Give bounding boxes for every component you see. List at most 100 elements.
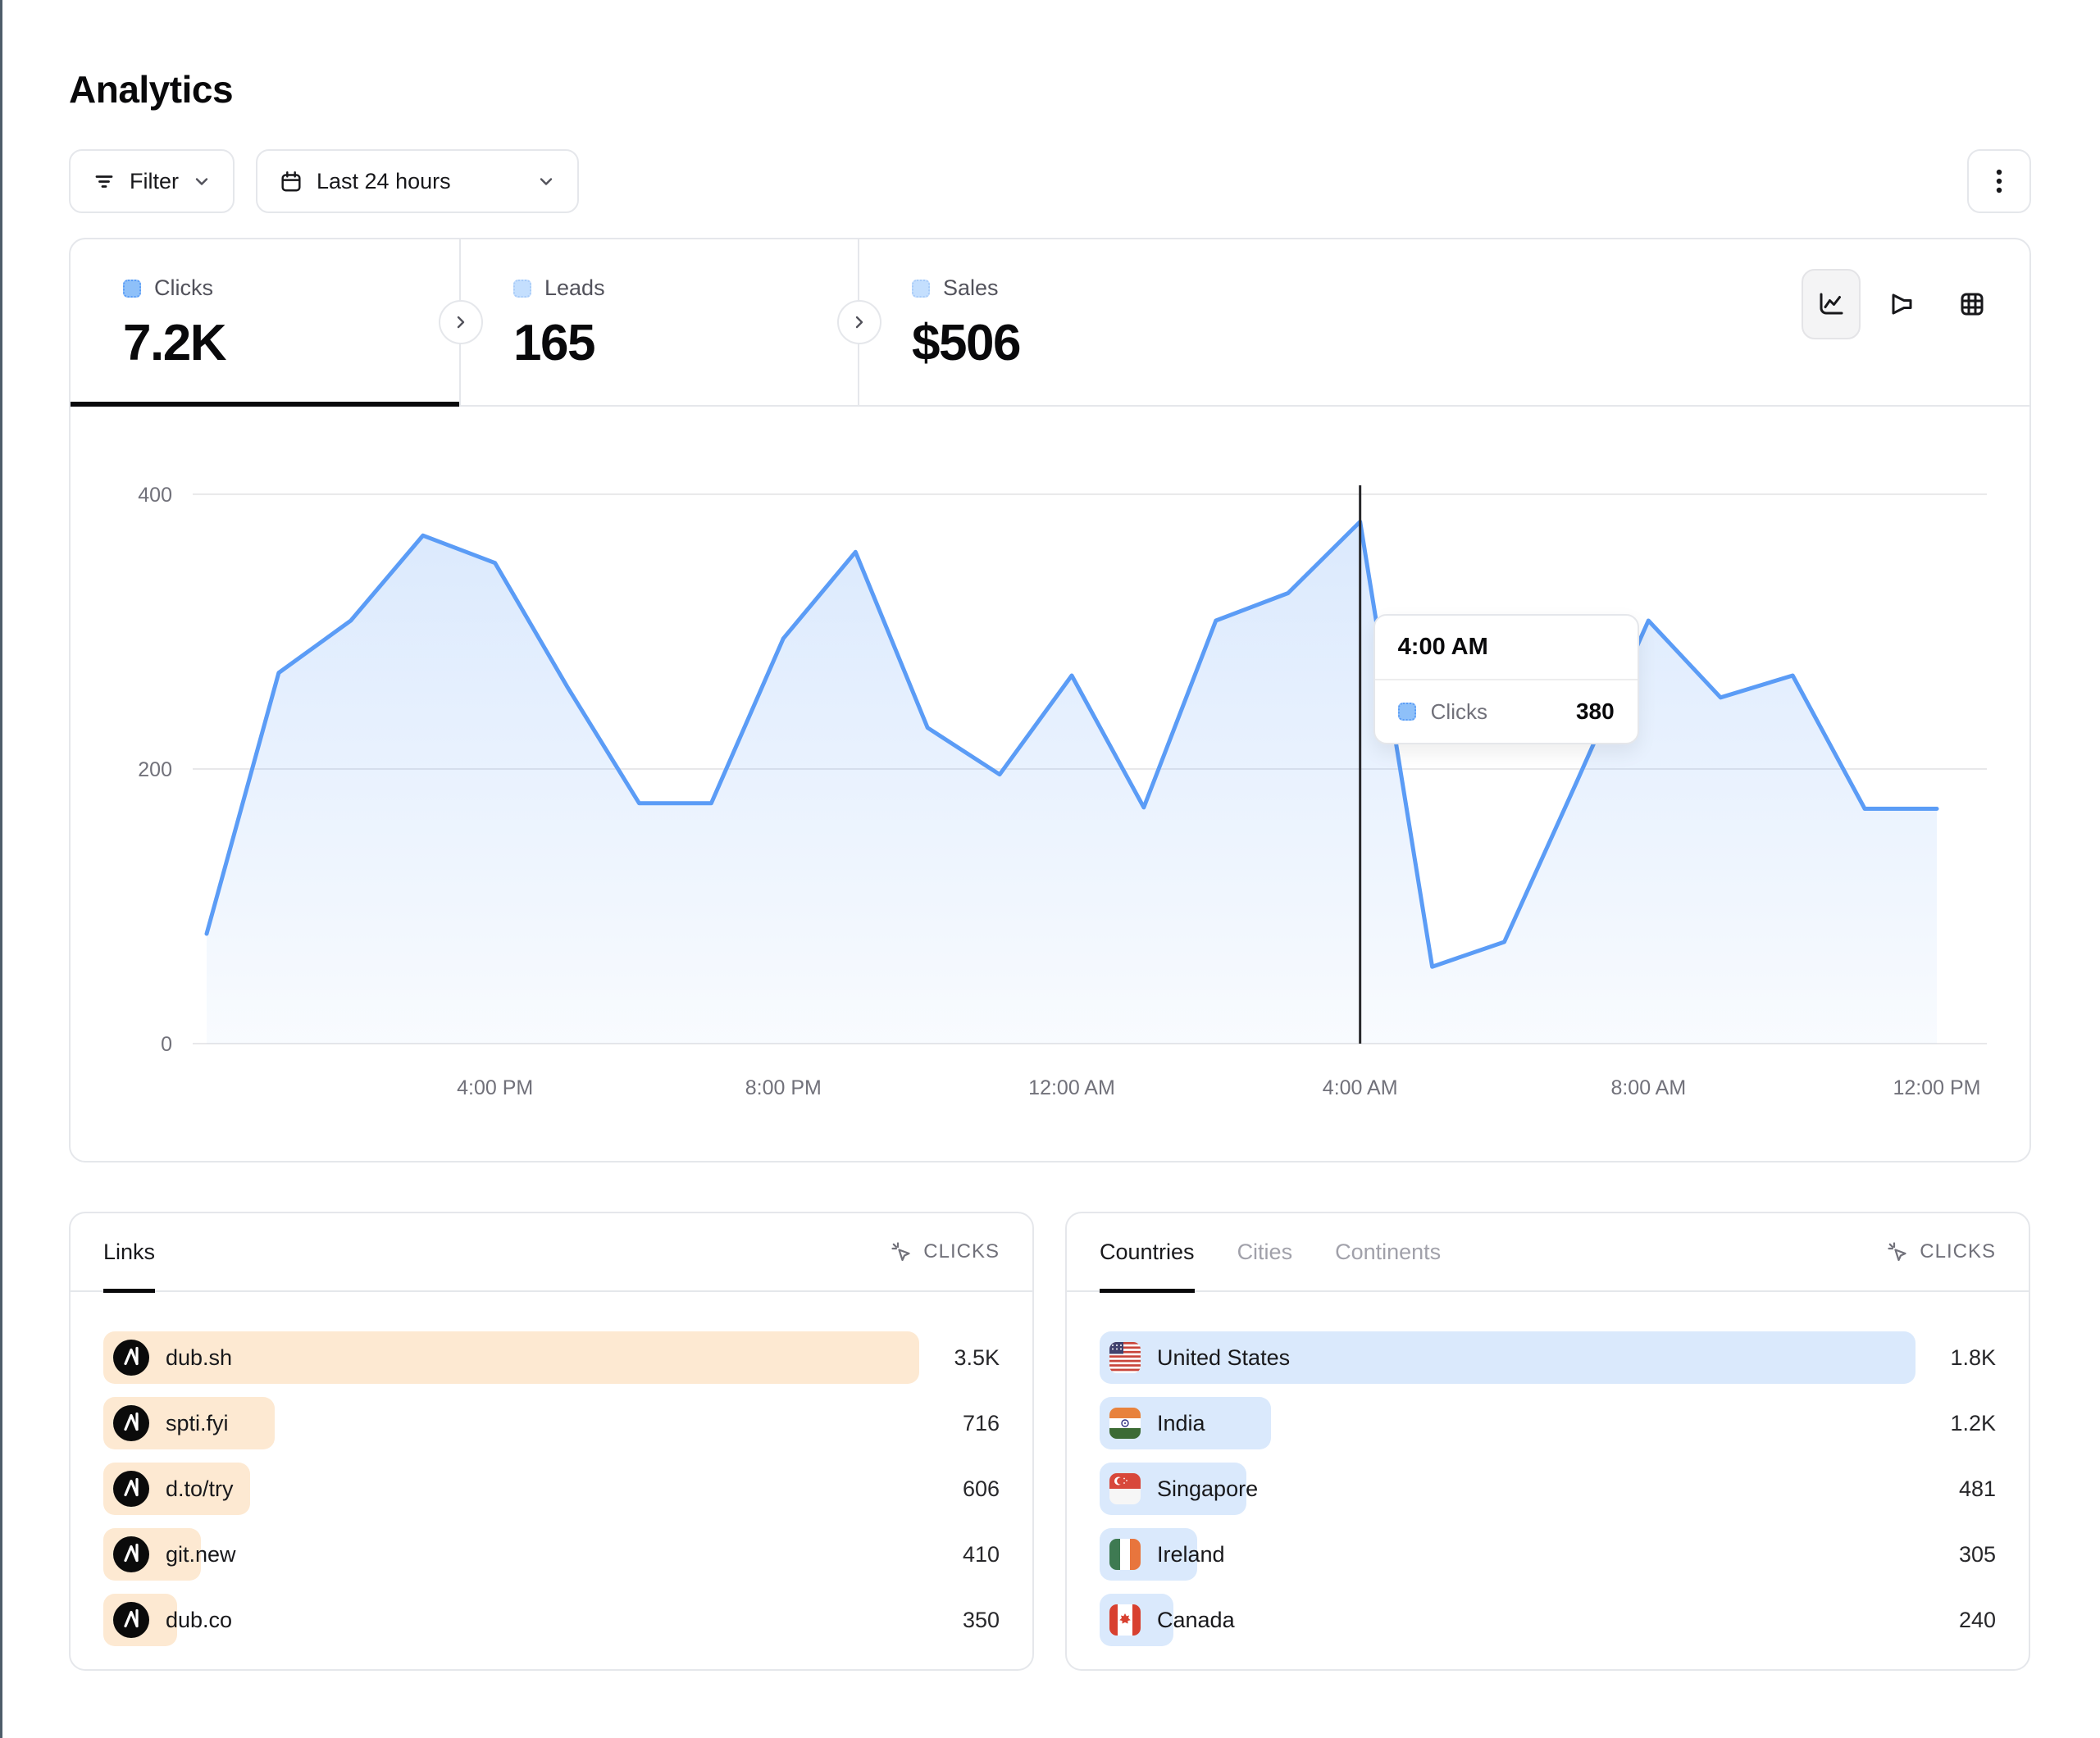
clicks-value: 7.2K [123, 315, 226, 371]
item-label: Singapore [1157, 1476, 1259, 1501]
leads-label: Leads [544, 275, 605, 300]
ie-flag-icon [1109, 1539, 1141, 1570]
date-range-label: Last 24 hours [317, 168, 451, 193]
clicks-legend-swatch [123, 279, 141, 298]
item-label: India [1157, 1410, 1205, 1435]
list-item[interactable]: dub.sh 3.5K [103, 1331, 1000, 1384]
item-label: git.new [166, 1541, 236, 1567]
window-edge [0, 0, 2, 1738]
us-flag-icon [1109, 1342, 1141, 1373]
tooltip-series-swatch [1397, 703, 1416, 721]
ca-flag-icon [1109, 1604, 1141, 1636]
item-value: 410 [962, 1541, 1000, 1567]
table-view-toggle[interactable] [1943, 269, 2002, 339]
line-chart-icon [1820, 293, 1843, 315]
dub-logo-icon [113, 1405, 149, 1441]
svg-text:12:00 PM: 12:00 PM [1893, 1076, 1980, 1099]
funnel-chart-icon [1892, 293, 1912, 315]
cursor-click-icon [1888, 1242, 1906, 1262]
analytics-page: Analytics Filter Last 24 hours Clicks 7.… [69, 68, 2031, 1671]
svg-text:200: 200 [138, 758, 172, 781]
clicks-label: Clicks [154, 275, 213, 300]
countries-metric-header: CLICKS [1885, 1240, 1996, 1264]
leads-value: 165 [513, 315, 595, 371]
list-item[interactable]: United States 1.8K [1100, 1331, 1996, 1384]
item-value: 240 [1958, 1607, 1996, 1632]
chevron-down-icon [195, 178, 208, 185]
item-label: Canada [1157, 1607, 1235, 1632]
svg-text:0: 0 [161, 1033, 172, 1056]
value-bar [1100, 1331, 1916, 1384]
item-value: 481 [1958, 1476, 1996, 1501]
chart-tooltip: 4:00 AM Clicks 380 [1373, 614, 1639, 744]
item-value: 1.2K [1950, 1410, 1996, 1435]
tab-clicks[interactable]: Clicks 7.2K [71, 239, 461, 407]
item-label: dub.co [166, 1607, 233, 1632]
next-metric-button[interactable] [439, 300, 483, 344]
list-item[interactable]: Singapore 481 [1100, 1463, 1996, 1515]
item-value: 305 [1958, 1541, 1996, 1567]
countries-panel: Countries Cities Continents CLICKS Unite… [1065, 1212, 2030, 1671]
tooltip-time: 4:00 AM [1374, 616, 1638, 680]
dub-logo-icon [113, 1602, 149, 1638]
svg-text:400: 400 [138, 484, 172, 507]
filter-icon [95, 175, 113, 188]
item-value: 350 [962, 1607, 1000, 1632]
leads-legend-swatch [513, 279, 531, 298]
list-item[interactable]: India 1.2K [1100, 1397, 1996, 1449]
value-bar [103, 1331, 919, 1384]
active-tab-indicator [71, 402, 459, 407]
links-panel: Links CLICKS dub.sh 3.5K spti.fyi 716 d.to/t… [69, 1212, 1034, 1671]
chevron-right-icon [855, 316, 863, 329]
next-metric-button[interactable] [837, 300, 881, 344]
sales-label: Sales [943, 275, 999, 300]
tab-leads[interactable]: Leads 165 [461, 239, 859, 405]
chevron-right-icon [457, 316, 465, 329]
svg-text:12:00 AM: 12:00 AM [1028, 1076, 1115, 1099]
item-label: dub.sh [166, 1344, 233, 1370]
in-flag-icon [1109, 1408, 1141, 1439]
tab-cities[interactable]: Cities [1237, 1239, 1293, 1264]
tooltip-value: 380 [1575, 698, 1615, 724]
calendar-icon [281, 171, 301, 192]
tab-links[interactable]: Links [103, 1213, 156, 1293]
tab-countries[interactable]: Countries [1100, 1213, 1195, 1293]
line-chart-toggle[interactable] [1802, 269, 1861, 339]
list-item[interactable]: d.to/try 606 [103, 1463, 1000, 1515]
sales-value: $506 [912, 315, 1021, 371]
page-title: Analytics [69, 68, 234, 111]
filter-button-label: Filter [130, 168, 179, 193]
chevron-down-icon [540, 178, 553, 185]
item-label: Ireland [1157, 1541, 1225, 1567]
more-options-button[interactable] [1967, 149, 2031, 213]
funnel-chart-toggle[interactable] [1872, 269, 1931, 339]
item-value: 3.5K [954, 1344, 1000, 1370]
list-item[interactable]: git.new 410 [103, 1528, 1000, 1581]
item-value: 606 [962, 1476, 1000, 1501]
kebab-menu-icon [1996, 169, 2002, 193]
item-label: United States [1157, 1344, 1291, 1370]
list-item[interactable]: Canada 240 [1100, 1594, 1996, 1646]
toolbar: Filter Last 24 hours [69, 149, 2031, 213]
list-item[interactable]: spti.fyi 716 [103, 1397, 1000, 1449]
cursor-click-icon [891, 1242, 910, 1262]
item-value: 716 [962, 1410, 1000, 1435]
table-grid-icon [1961, 293, 1984, 316]
date-range-button[interactable]: Last 24 hours [256, 149, 579, 213]
filter-button[interactable]: Filter [69, 149, 235, 213]
list-item[interactable]: Ireland 305 [1100, 1528, 1996, 1581]
dub-logo-icon [113, 1471, 149, 1507]
tooltip-series-label: Clicks [1430, 698, 1487, 724]
svg-text:4:00 AM: 4:00 AM [1323, 1076, 1398, 1099]
analytics-chart-card: Clicks 7.2K Leads 165 Sales $506 [69, 238, 2031, 1162]
links-metric-header: CLICKS [889, 1240, 1000, 1264]
tab-continents[interactable]: Continents [1335, 1239, 1442, 1264]
sg-flag-icon [1109, 1473, 1141, 1504]
dub-logo-icon [113, 1536, 149, 1572]
sales-legend-swatch [912, 279, 930, 298]
svg-text:4:00 PM: 4:00 PM [457, 1076, 533, 1099]
tab-sales[interactable]: Sales $506 [859, 239, 2029, 405]
list-item[interactable]: dub.co 350 [103, 1594, 1000, 1646]
dub-logo-icon [113, 1340, 149, 1376]
item-value: 1.8K [1950, 1344, 1996, 1370]
